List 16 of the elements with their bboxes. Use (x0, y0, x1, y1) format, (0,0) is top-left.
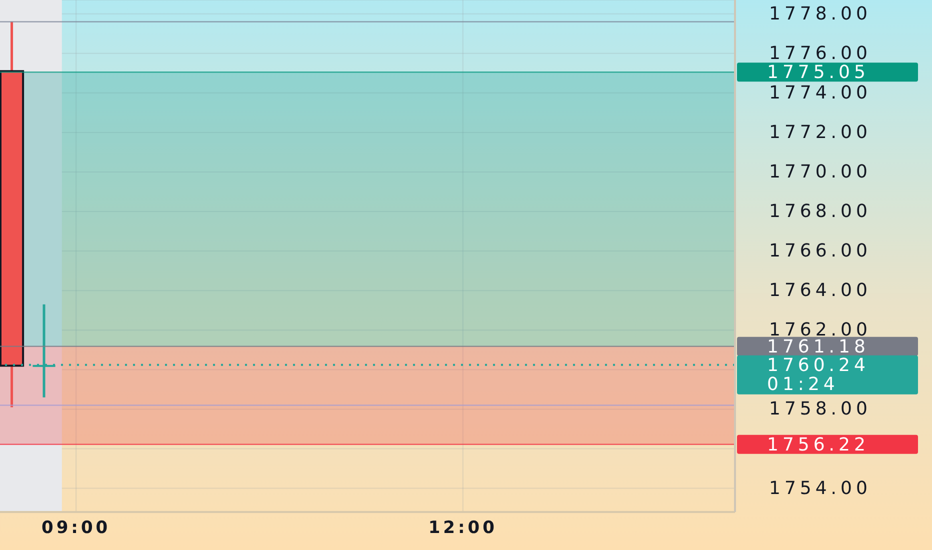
x-tick-label: 09:00 (42, 518, 111, 538)
y-tick-label: 1766.00 (769, 240, 872, 262)
y-tick-label: 1770.00 (769, 161, 872, 182)
y-tick-label: 1772.00 (769, 122, 872, 143)
y-tick-label: 1764.00 (769, 280, 872, 302)
y-tick-label: 1754.00 (769, 478, 872, 499)
x-tick-label: 12:00 (428, 518, 498, 538)
ref-line-label: 1760.24 01:24 (767, 354, 870, 394)
y-tick-label: 1774.00 (769, 82, 872, 104)
ref-line-label: 1756.22 (767, 434, 870, 455)
ref-line-label: 1761.18 (767, 336, 870, 357)
y-tick-label: 1776.00 (769, 42, 872, 64)
y-tick-label: 1758.00 (769, 398, 872, 420)
y-tick-label: 1768.00 (769, 201, 872, 222)
ref-line-label: 1775.05 (767, 62, 870, 83)
y-tick-label: 1778.00 (769, 3, 872, 24)
